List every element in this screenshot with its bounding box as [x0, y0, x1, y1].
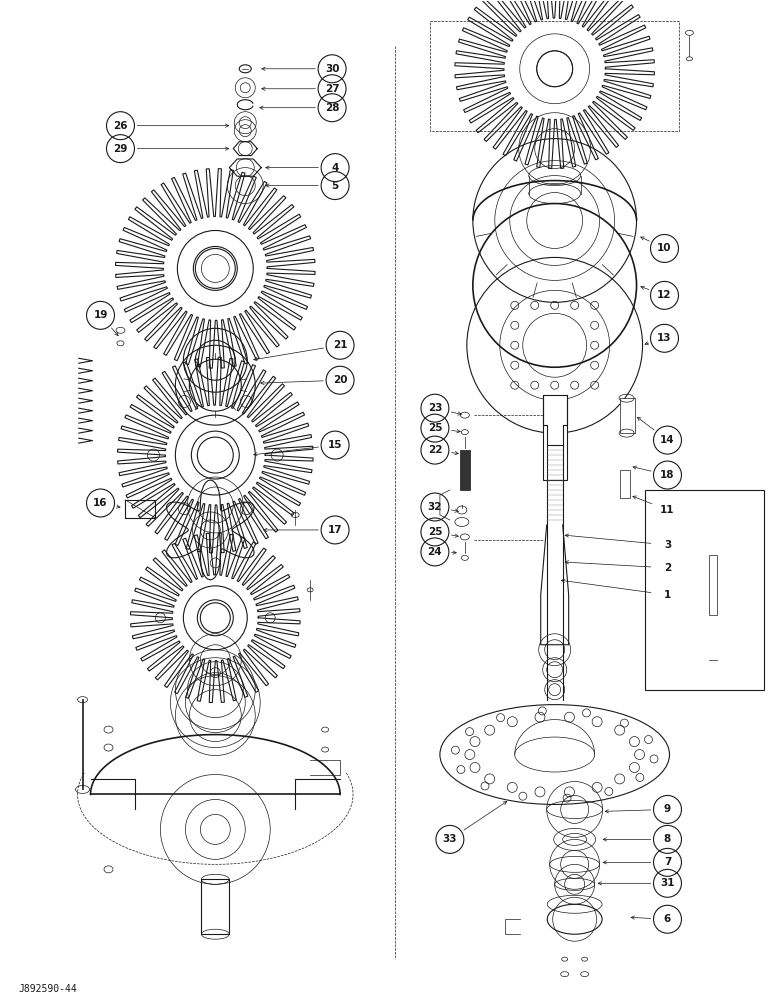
Text: 16: 16	[93, 498, 108, 508]
Text: 3: 3	[664, 540, 671, 550]
Text: 7: 7	[664, 857, 671, 867]
Text: 30: 30	[325, 64, 340, 74]
Text: 2: 2	[664, 563, 671, 573]
Text: J892590-44: J892590-44	[19, 984, 77, 994]
Text: 5: 5	[331, 181, 339, 191]
Text: 15: 15	[328, 440, 342, 450]
Text: 25: 25	[428, 527, 442, 537]
Text: 28: 28	[325, 103, 340, 113]
Text: 6: 6	[664, 914, 671, 924]
Text: 27: 27	[325, 84, 340, 94]
Bar	[620, 470, 629, 498]
Text: 25: 25	[428, 423, 442, 433]
Polygon shape	[126, 500, 155, 518]
Text: 1: 1	[664, 590, 671, 600]
Bar	[460, 450, 470, 490]
Bar	[620, 398, 635, 433]
Text: 11: 11	[660, 505, 675, 515]
Bar	[201, 879, 229, 934]
Text: 13: 13	[657, 333, 672, 343]
Text: 18: 18	[660, 470, 675, 480]
Bar	[645, 490, 764, 690]
Text: 31: 31	[660, 878, 675, 888]
Text: 29: 29	[113, 144, 127, 154]
Text: 9: 9	[664, 804, 671, 814]
Text: 12: 12	[657, 290, 672, 300]
Text: 10: 10	[657, 243, 672, 253]
Text: 26: 26	[113, 121, 127, 131]
Text: 8: 8	[664, 834, 671, 844]
Text: 23: 23	[428, 403, 442, 413]
Text: 17: 17	[328, 525, 343, 535]
Text: 24: 24	[428, 547, 442, 557]
Text: 19: 19	[93, 310, 108, 320]
Text: 32: 32	[428, 502, 442, 512]
Text: 33: 33	[442, 834, 457, 844]
Text: 21: 21	[333, 340, 347, 350]
Text: 4: 4	[331, 163, 339, 173]
Bar	[543, 395, 567, 480]
Bar	[709, 555, 717, 615]
Text: 20: 20	[333, 375, 347, 385]
Polygon shape	[540, 525, 569, 595]
Text: 22: 22	[428, 445, 442, 455]
Text: 14: 14	[660, 435, 675, 445]
